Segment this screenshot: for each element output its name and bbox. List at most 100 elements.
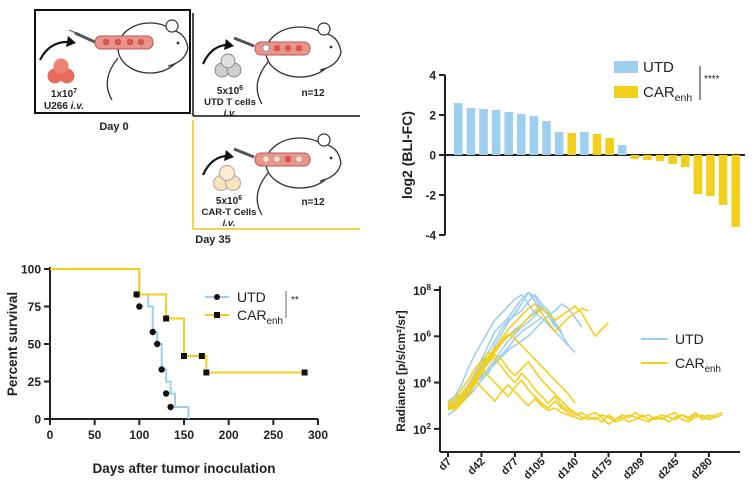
waterfall-bar: [529, 116, 539, 155]
radiance-y-tick-label-base: 10: [413, 284, 427, 298]
survival-x-tick-label: 0: [47, 428, 54, 442]
waterfall-bar: [693, 155, 703, 194]
radiance-line-CARenh: [447, 367, 576, 416]
survival-legend-car-marker: [214, 312, 220, 318]
waterfall-bar: [617, 145, 627, 155]
waterfall-bar: [630, 155, 640, 159]
survival-legend-car-label-sub: enh: [267, 316, 283, 327]
waterfall-y-tick-label: 4: [429, 69, 436, 83]
mouse-illustration-utd: [201, 22, 342, 105]
radiance-legend-car-label-sub: enh: [705, 364, 721, 375]
mouse-illustration-day0: [39, 19, 189, 101]
survival-step-CARenh: [50, 268, 305, 374]
survival-y-tick-label: 75: [28, 300, 42, 314]
radiance-x-tick-label: d175: [588, 456, 614, 482]
survival-marker-utd: [158, 366, 165, 373]
radiance-legend-car-label-base: CAR: [675, 355, 705, 371]
radiance-y-tick-label: 106: [413, 329, 431, 344]
radiance-x-tick-label: d42: [466, 456, 488, 478]
waterfall-bar: [479, 109, 488, 155]
radiance-line-CARenh: [574, 411, 716, 426]
utd-route: i.v.: [224, 108, 237, 119]
survival-marker-utd: [154, 340, 161, 348]
waterfall-bar: [706, 155, 715, 196]
radiance-x-tick-label: d77: [499, 456, 521, 478]
radiance-x-tick-label: d140: [555, 456, 581, 482]
waterfall-bar: [680, 155, 690, 167]
radiance-y-tick-label-exp: 6: [426, 329, 431, 338]
survival-step-UTD: [50, 268, 190, 419]
radiance-y-axis-label: Radiance [p/s/cm²/sr]: [394, 310, 408, 431]
radiance-x-tick-label: d280: [689, 456, 715, 482]
waterfall-bar: [731, 155, 740, 227]
legend-utd-label: UTD: [643, 59, 674, 76]
waterfall-bar: [567, 133, 577, 155]
waterfall-y-axis-label: log2 (BLI-FC): [399, 111, 415, 199]
survival-x-tick-label: 200: [219, 428, 239, 442]
radiance-y-tick-label: 108: [413, 283, 431, 298]
waterfall-bar: [517, 114, 526, 155]
waterfall-bar: [542, 121, 551, 155]
survival-legend-car-label-base: CAR: [237, 307, 267, 323]
waterfall-bar: [504, 112, 514, 155]
radiance-legend-utd-label: UTD: [675, 331, 704, 347]
survival-marker-utd: [167, 403, 174, 411]
survival-y-tick-label: 50: [28, 338, 42, 352]
radiance-line-CARenh: [447, 305, 610, 412]
legend-car-label-base: CAR: [643, 84, 675, 101]
survival-legend-utd-label: UTD: [237, 289, 266, 305]
legend-utd-label-base: UTD: [643, 59, 674, 76]
radiance-y-tick-label: 104: [413, 376, 431, 391]
radiance-y-tick-label-exp: 2: [426, 422, 431, 431]
waterfall-y-tick-label: -2: [425, 189, 436, 203]
radiance-y-tick-label-base: 10: [413, 330, 427, 344]
car-cells-label: CAR-T Cells: [202, 207, 257, 218]
waterfall-bar: [592, 134, 602, 155]
radiance-x-tick-label: d7: [437, 456, 455, 474]
waterfall-bar: [668, 155, 677, 164]
legend-car-label: CARenh: [643, 84, 692, 104]
radiance-y-tick-label-base: 10: [413, 423, 427, 437]
significance-stars: ****: [704, 74, 720, 85]
waterfall-bar: [655, 155, 665, 161]
radiance-legend-car-label: CARenh: [675, 355, 721, 375]
radiance-y-tick-label: 102: [413, 422, 431, 437]
car-n: n=12: [301, 197, 325, 208]
waterfall-bar: [491, 110, 501, 155]
u266-dose: 1x107: [51, 88, 77, 100]
radiance-line-CARenh: [447, 353, 576, 414]
waterfall-bar: [605, 138, 614, 155]
survival-marker-car: [301, 369, 308, 376]
radiance-line-CARenh: [447, 351, 576, 414]
radiance-x-tick-label: d105: [522, 456, 548, 482]
waterfall-chart: 4 2 0 -2 -4 log2 (BLI-FC) UTD CARenh ****: [399, 59, 745, 243]
legend-car-swatch: [614, 86, 638, 98]
waterfall-bar: [580, 132, 589, 155]
car-dose: 5x106: [216, 195, 242, 207]
waterfall-bar: [454, 103, 463, 155]
survival-x-tick-label: 300: [308, 428, 328, 442]
survival-x-tick-label: 100: [129, 428, 149, 442]
survival-marker-car: [203, 369, 210, 376]
survival-marker-utd: [149, 328, 156, 336]
utd-n: n=12: [301, 88, 325, 99]
waterfall-y-tick-label: 0: [429, 149, 436, 163]
survival-x-tick-label: 250: [263, 428, 283, 442]
survival-marker-car: [133, 291, 140, 298]
survival-y-axis-label: Percent survival: [5, 292, 20, 396]
survival-legend-utd-label-base: UTD: [237, 289, 266, 305]
car-route: i.v.: [223, 218, 236, 229]
utd-dose: 5x106: [217, 85, 243, 97]
mouse-illustration-car: [201, 133, 342, 216]
day35-label: Day 35: [195, 234, 230, 246]
survival-marker-car: [198, 353, 205, 359]
waterfall-y-tick-label: -4: [425, 229, 436, 243]
utd-cells-label: UTD T cells: [204, 97, 256, 108]
radiance-x-tick-label: d245: [655, 456, 681, 482]
waterfall-bar: [466, 108, 476, 155]
survival-y-tick-label: 0: [34, 413, 41, 427]
radiance-line-UTD: [447, 293, 543, 402]
radiance-y-tick-label-exp: 8: [426, 283, 431, 292]
